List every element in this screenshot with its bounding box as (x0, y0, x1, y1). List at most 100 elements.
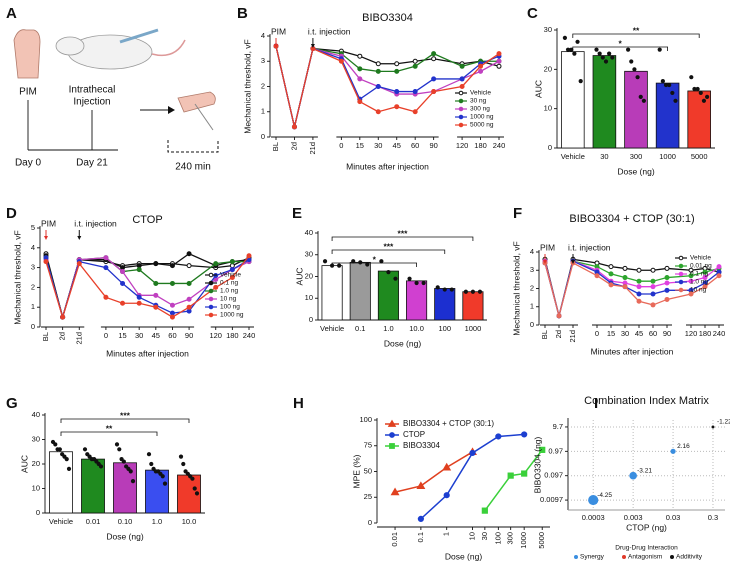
legend-label: Vehicle (690, 255, 711, 262)
marker (120, 265, 126, 271)
x-tick-label: Vehicle (320, 324, 344, 333)
y-tick-label: 2 (31, 282, 35, 291)
data-point (701, 98, 707, 103)
significance-label: ** (633, 25, 640, 35)
data-point (449, 287, 454, 292)
panel-label: A (6, 5, 17, 22)
bar (687, 90, 711, 149)
annotation: PIM (41, 218, 56, 228)
legend-marker (678, 263, 684, 269)
significance-bracket (60, 431, 158, 436)
x-tick-label: 1000 (465, 324, 482, 333)
chart-title: BIBO3304 (362, 12, 413, 24)
marker (664, 280, 670, 286)
data-point (673, 98, 678, 103)
significance-bracket (331, 262, 417, 267)
marker (650, 302, 656, 308)
legend-label: 5000 ng (470, 122, 494, 129)
x-axis-label: Dose (ng) (445, 551, 482, 561)
data-point (572, 51, 577, 56)
x-tick-label: 180 (226, 331, 239, 340)
marker (496, 51, 502, 57)
marker (357, 53, 363, 59)
data-point (477, 289, 483, 294)
y-tick-label: 10 (305, 293, 313, 302)
significance-label: *** (120, 410, 131, 420)
data-point (379, 259, 384, 264)
legend-marker (389, 432, 395, 438)
y-tick-label: 1 (31, 302, 35, 311)
x-tick-label: 2d (58, 332, 67, 340)
legend-marker (208, 296, 214, 302)
data-point (603, 59, 609, 64)
y-tick-label: 50 (364, 466, 372, 475)
marker (650, 278, 656, 284)
x-tick-label: 30 (135, 331, 143, 340)
marker (481, 507, 488, 514)
y-tick-label: 10 (32, 483, 40, 492)
legend-marker (208, 280, 214, 286)
data-point (128, 469, 133, 474)
x-tick-label: 0.03 (666, 513, 681, 522)
data-point (597, 51, 602, 56)
marker (688, 278, 694, 284)
legend-label: 10 ng (220, 296, 237, 303)
x-tick-label: 0.01 (86, 517, 101, 526)
marker (716, 273, 722, 279)
data-point (569, 47, 574, 52)
y-tick-label: 0.097 (544, 471, 563, 480)
x-tick-label: 300 (630, 152, 643, 161)
y-tick-label: 75 (364, 441, 372, 450)
bar (145, 469, 169, 514)
legend-marker (458, 98, 464, 104)
x-tick-label: 10.0 (409, 324, 424, 333)
data-point (470, 289, 476, 294)
x-tick-label: Vehicle (561, 152, 585, 161)
bubble (670, 448, 676, 454)
timeline-label: Day 0 (15, 158, 42, 169)
x-axis-label: Minutes after injection (106, 348, 189, 358)
data-point (149, 461, 154, 467)
x-tick-label: Vehicle (49, 517, 73, 526)
marker (664, 265, 670, 271)
x-tick-label: 0.003 (624, 513, 643, 522)
y-tick-label: 0 (31, 322, 35, 331)
x-tick-label: 60 (649, 329, 657, 338)
legend-title: Drug-Drug Interaction (615, 545, 678, 552)
y-axis-label: Mechanical threshold, vF (12, 230, 22, 325)
marker (186, 308, 192, 314)
annotation-arrow-head (274, 44, 278, 48)
panel-label: D (6, 205, 17, 222)
data-point (322, 259, 328, 264)
marker (417, 515, 424, 522)
y-tick-label: 0.97 (548, 446, 563, 455)
marker (622, 275, 628, 281)
marker (636, 267, 642, 273)
marker (664, 296, 670, 302)
significance-label: *** (398, 228, 409, 238)
data-point (435, 285, 440, 290)
x-tick-label: 0 (104, 331, 108, 340)
data-point (692, 86, 697, 92)
y-tick-label: 2 (530, 283, 534, 292)
x-tick-label: 300 (506, 532, 515, 545)
legend-label: 1000 ng (220, 312, 244, 319)
x-tick-label: 30 (621, 329, 629, 338)
data-point (638, 94, 643, 99)
data-point (53, 442, 58, 447)
data-point (190, 476, 195, 481)
data-point (407, 276, 412, 281)
x-tick-label: 0.10 (118, 517, 133, 526)
x-tick-label: 30 (600, 152, 608, 161)
legend-label: 0.1 ng (690, 271, 708, 278)
marker (394, 68, 400, 74)
marker (394, 61, 400, 67)
legend-label: CTOP (403, 430, 425, 439)
x-axis-label: Minutes after injection (591, 346, 674, 356)
significance-label: ** (106, 423, 113, 433)
data-point (130, 479, 136, 484)
duration-bracket (167, 140, 219, 153)
data-point (64, 457, 69, 462)
significance-bracket (572, 33, 700, 38)
